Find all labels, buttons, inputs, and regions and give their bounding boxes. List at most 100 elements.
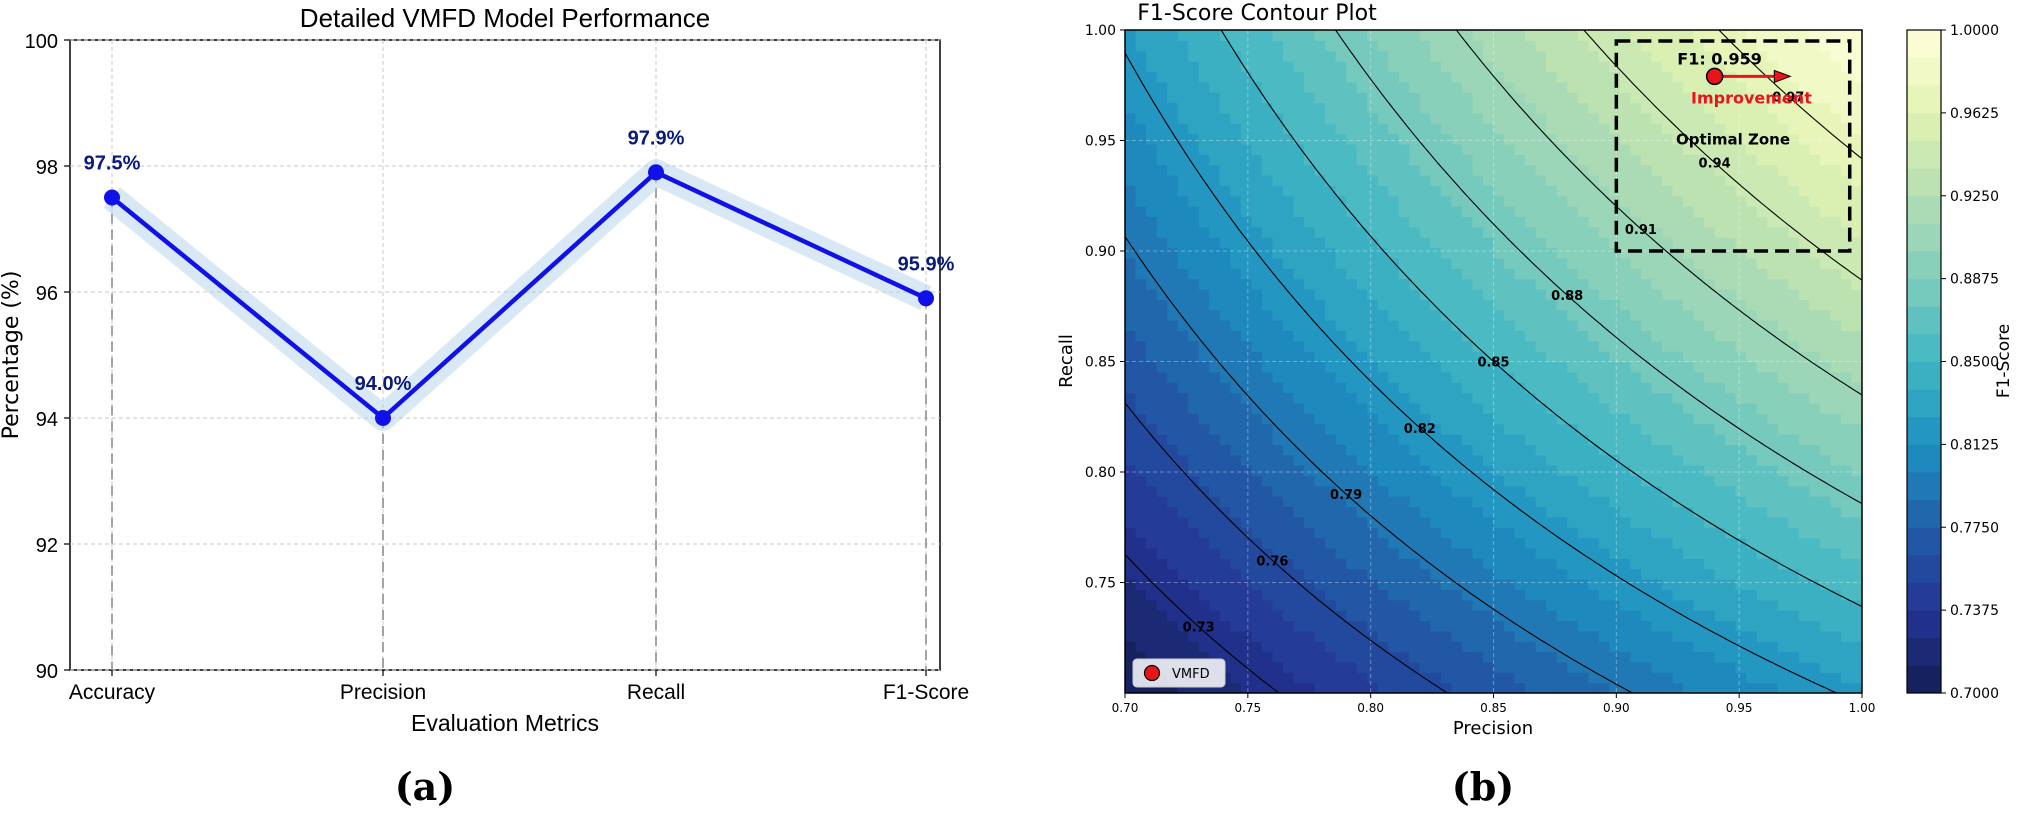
contour-fill-cell xyxy=(1714,465,1726,477)
contour-fill-cell xyxy=(1640,133,1653,145)
contour-fill-cell xyxy=(1851,50,1862,62)
contour-fill-cell xyxy=(1798,268,1810,280)
contour-fill-cell xyxy=(1430,610,1442,622)
contour-fill-cell xyxy=(1377,206,1389,218)
contour-fill-cell xyxy=(1651,485,1663,497)
contour-fill-cell xyxy=(1693,527,1705,539)
contour-fill-cell xyxy=(1156,185,1168,197)
contour-fill-cell xyxy=(1419,61,1431,73)
contour-fill-cell xyxy=(1777,454,1789,466)
contour-fill-cell xyxy=(1251,40,1263,52)
contour-fill-cell xyxy=(1219,568,1231,580)
contour-fill-cell xyxy=(1251,92,1263,104)
contour-fill-cell xyxy=(1525,61,1537,73)
contour-fill-cell xyxy=(1156,444,1168,456)
contour-fill-cell xyxy=(1683,71,1695,83)
contour-fill-cell xyxy=(1598,516,1610,528)
contour-fill-cell xyxy=(1367,143,1379,155)
contour-fill-cell xyxy=(1798,143,1810,155)
contour-fill-cell xyxy=(1577,226,1589,238)
contour-fill-cell xyxy=(1167,102,1179,114)
contour-fill-cell xyxy=(1577,320,1589,332)
contour-fill-cell xyxy=(1598,299,1610,311)
contour-fill-cell xyxy=(1219,133,1231,145)
contour-fill-cell xyxy=(1661,206,1674,218)
contour-fill-cell xyxy=(1598,610,1610,622)
contour-fill-cell xyxy=(1735,423,1747,435)
contour-fill-cell xyxy=(1135,444,1147,456)
colorbar-band xyxy=(1907,582,1941,611)
contour-fill-cell xyxy=(1251,641,1263,653)
contour-fill-cell xyxy=(1493,402,1505,414)
contour-fill-cell xyxy=(1683,579,1695,591)
contour-fill-cell xyxy=(1672,30,1684,41)
contour-fill-cell xyxy=(1156,154,1168,166)
contour-fill-cell xyxy=(1809,71,1821,83)
contour-fill-cell xyxy=(1303,620,1316,632)
contour-fill-cell xyxy=(1767,133,1779,145)
contour-fill-cell xyxy=(1167,589,1179,601)
contour-fill-cell xyxy=(1409,361,1421,373)
contour-fill-cell xyxy=(1640,330,1653,342)
contour-fill-cell xyxy=(1535,402,1547,414)
contour-fill-cell xyxy=(1840,237,1853,249)
contour-fill-cell xyxy=(1209,175,1221,186)
colorbar-band xyxy=(1907,665,1941,694)
contour-fill-cell xyxy=(1588,50,1600,62)
contour-fill-cell xyxy=(1440,558,1452,570)
contour-fill-cell xyxy=(1272,434,1284,445)
contour-fill-cell xyxy=(1609,475,1621,487)
contour-fill-cell xyxy=(1609,527,1621,539)
contour-fill-cell xyxy=(1261,599,1273,611)
contour-fill-cell xyxy=(1714,599,1726,611)
contour-fill-cell xyxy=(1451,143,1463,155)
contour-fill-cell xyxy=(1598,102,1610,114)
contour-fill-cell xyxy=(1419,71,1431,83)
contour-fill-cell xyxy=(1325,247,1337,259)
contour-fill-cell xyxy=(1440,299,1452,311)
contour-fill-cell xyxy=(1482,682,1495,693)
contour-fill-cell xyxy=(1651,330,1663,342)
contour-fill-cell xyxy=(1546,351,1558,363)
contour-fill-cell xyxy=(1377,661,1389,673)
contour-fill-cell xyxy=(1240,423,1252,435)
contour-fill-cell xyxy=(1788,237,1800,249)
contour-fill-cell xyxy=(1514,154,1526,166)
contour-fill-cell xyxy=(1725,558,1737,570)
contour-fill-cell xyxy=(1398,579,1410,591)
contour-fill-cell xyxy=(1482,547,1495,559)
contour-fill-cell xyxy=(1461,496,1474,508)
contour-fill-cell xyxy=(1556,651,1568,663)
contour-fill-cell xyxy=(1630,454,1642,466)
contour-fill-cell xyxy=(1367,516,1379,528)
contour-fill-cell xyxy=(1261,71,1273,83)
contour-fill-cell xyxy=(1640,558,1653,570)
contour-fill-cell xyxy=(1598,599,1610,611)
contour-fill-cell xyxy=(1598,257,1610,269)
contour-fill-cell xyxy=(1746,661,1758,673)
colorbar-tick-label: 0.7000 xyxy=(1950,686,1999,702)
chart-a-y-tick-label: 98 xyxy=(36,157,58,179)
contour-fill-cell xyxy=(1619,81,1631,93)
contour-fill-cell xyxy=(1177,237,1189,249)
contour-fill-cell xyxy=(1156,40,1168,52)
contour-fill-cell xyxy=(1630,371,1642,383)
contour-fill-cell xyxy=(1514,579,1526,591)
contour-fill-cell xyxy=(1219,423,1231,435)
contour-fill-cell xyxy=(1461,630,1474,642)
contour-fill-cell xyxy=(1230,195,1242,207)
contour-fill-cell xyxy=(1377,288,1389,300)
contour-fill-cell xyxy=(1419,278,1431,290)
contour-fill-cell xyxy=(1209,320,1221,332)
contour-fill-cell xyxy=(1156,112,1168,124)
contour-fill-cell xyxy=(1430,392,1442,404)
contour-fill-cell xyxy=(1704,123,1716,135)
contour-fill-cell xyxy=(1409,392,1421,404)
contour-fill-cell xyxy=(1798,133,1810,145)
contour-fill-cell xyxy=(1472,40,1484,52)
contour-fill-cell xyxy=(1409,589,1421,601)
contour-fill-cell xyxy=(1293,206,1305,218)
chart-b-y-tick-label: 0.95 xyxy=(1085,134,1116,150)
contour-fill-cell xyxy=(1177,516,1189,528)
contour-fill-cell xyxy=(1640,506,1653,518)
